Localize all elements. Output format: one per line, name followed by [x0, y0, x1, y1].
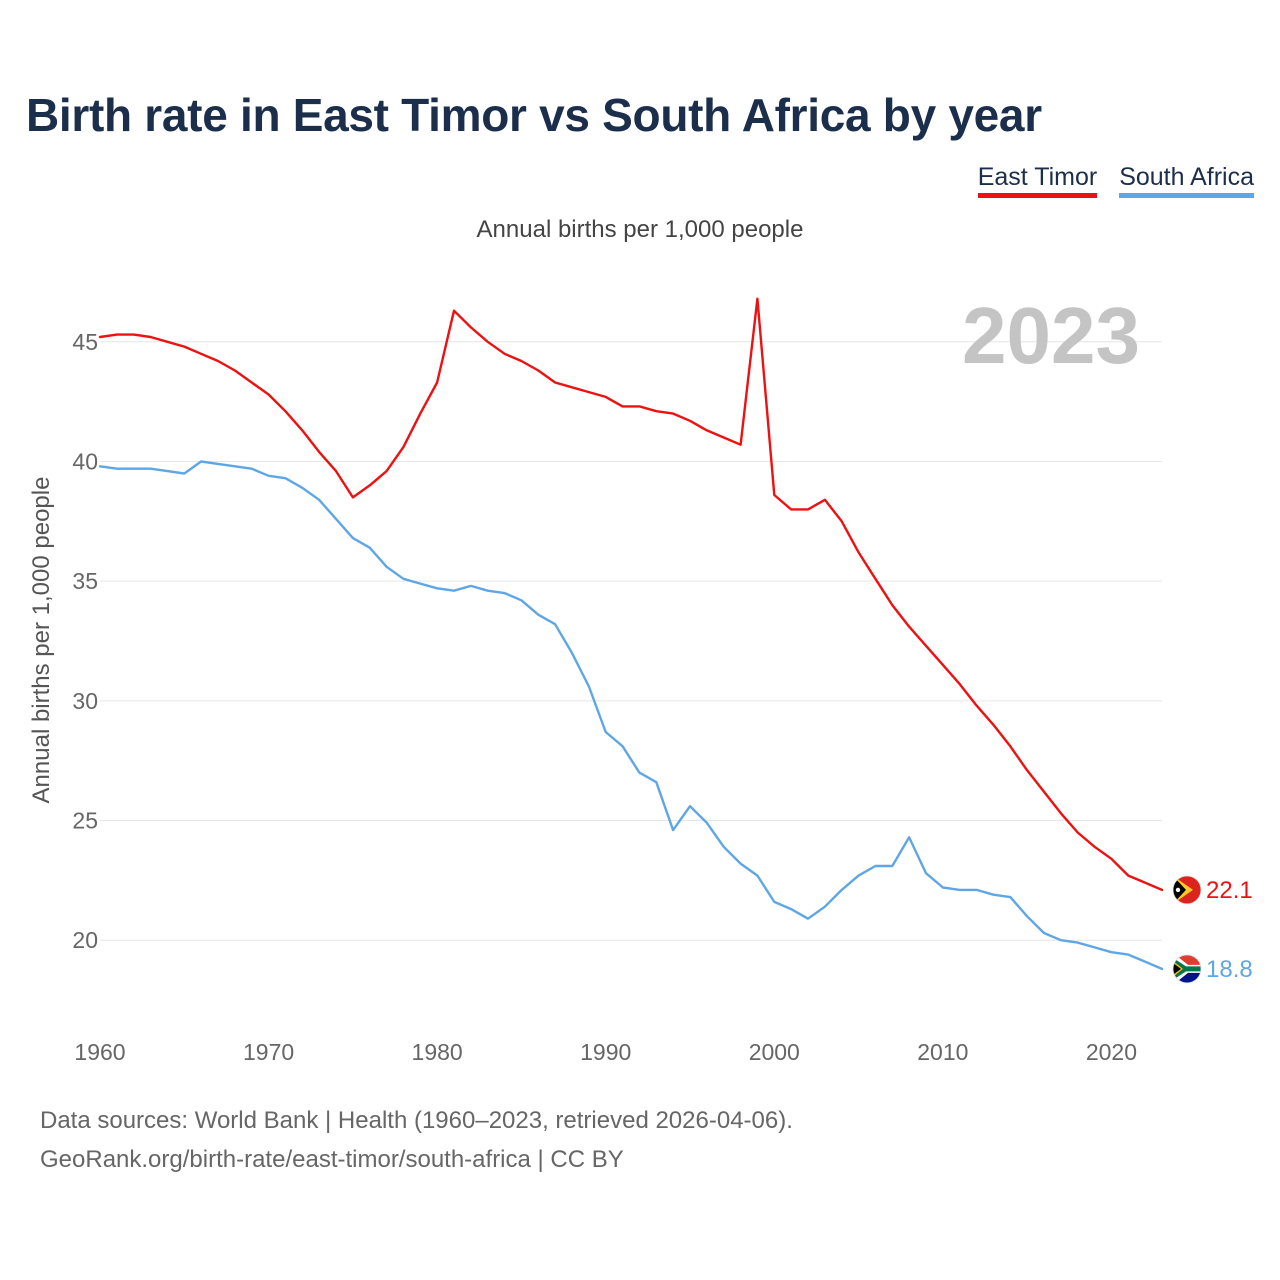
east-timor-flag-icon: [1172, 875, 1202, 905]
legend-item-east-timor[interactable]: East Timor: [977, 163, 1098, 198]
end-value-label-south-africa: 18.8: [1206, 956, 1253, 983]
x-tick-label: 1990: [580, 1039, 631, 1065]
chart-title: Birth rate in East Timor vs South Africa…: [26, 89, 1042, 141]
year-label: 2023: [962, 291, 1140, 380]
y-tick-label: 25: [72, 808, 98, 834]
x-tick-label: 1960: [74, 1039, 125, 1065]
x-tick-label: 2010: [917, 1039, 968, 1065]
x-tick-label: 2020: [1086, 1039, 1137, 1065]
source-note: Data sources: World Bank | Health (1960–…: [40, 1107, 793, 1134]
series-line-south-africa: [98, 460, 1164, 971]
south-africa-flag-icon: [1172, 954, 1202, 984]
x-tick-label: 2000: [749, 1039, 800, 1065]
y-tick-label: 30: [72, 688, 98, 714]
series-line-east-timor: [98, 297, 1164, 892]
x-tick-label: 1980: [412, 1039, 463, 1065]
x-tick-label: 1970: [243, 1039, 294, 1065]
y-axis-label: Annual births per 1,000 people: [28, 476, 55, 804]
y-tick-label: 20: [72, 927, 98, 953]
end-value-label-east-timor: 22.1: [1206, 877, 1253, 904]
y-tick-label: 45: [72, 329, 98, 355]
source-link[interactable]: GeoRank.org/birth-rate/east-timor/south-…: [40, 1146, 624, 1173]
chart-subtitle: Annual births per 1,000 people: [476, 216, 804, 243]
y-tick-label: 40: [72, 448, 98, 474]
legend: East Timor South Africa: [977, 163, 1254, 198]
legend-item-south-africa[interactable]: South Africa: [1119, 163, 1254, 198]
y-tick-label: 35: [72, 568, 98, 594]
